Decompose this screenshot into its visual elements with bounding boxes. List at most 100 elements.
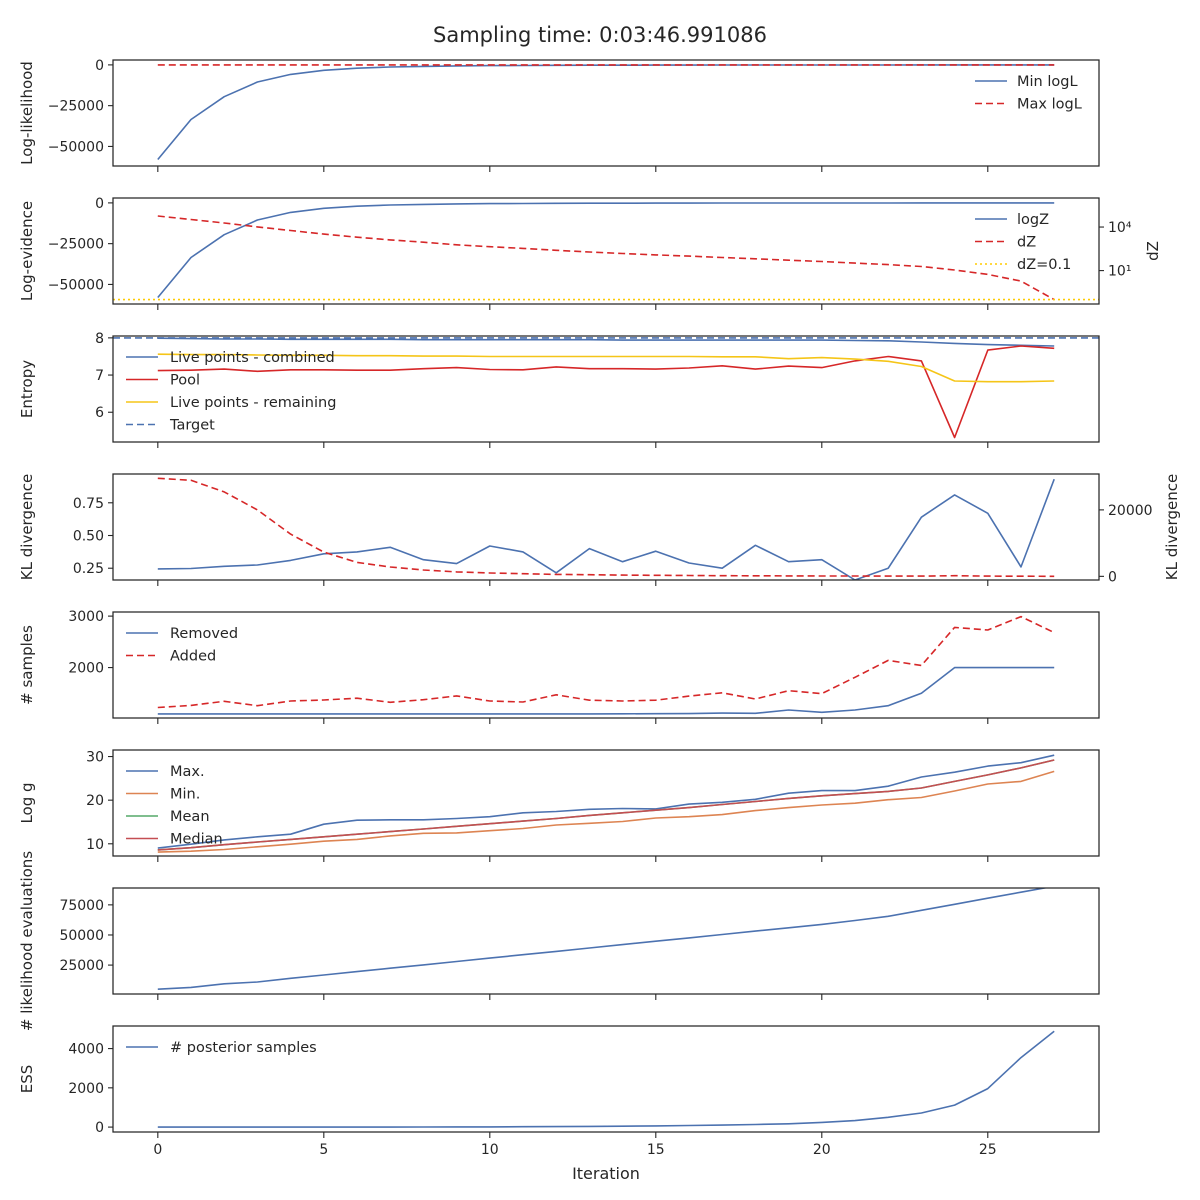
series-group xyxy=(157,615,1055,715)
y2-axis-label: KL divergence xyxy=(1163,474,1181,580)
y-tick-label: 20 xyxy=(86,793,104,809)
legend-label: Median xyxy=(170,832,223,848)
panel-4: 0.25 0.50 0.75 0 20000 KL divergence KL diverg… xyxy=(18,473,1181,586)
x-tick-label: 25 xyxy=(979,1142,997,1158)
series-line-min xyxy=(157,770,1055,853)
plot-frame xyxy=(112,473,1100,581)
series-group xyxy=(157,64,1055,161)
x-tick-label: 15 xyxy=(647,1142,665,1158)
series-line-series-1 xyxy=(157,888,1049,990)
y2-tick-label: 0 xyxy=(1108,569,1117,585)
y-tick-label: 8 xyxy=(95,331,104,347)
legend: Removed Added xyxy=(126,626,238,665)
y-tick-label: 50000 xyxy=(59,928,104,944)
legend-label: dZ xyxy=(1017,235,1036,251)
y-axis-label: ESS xyxy=(18,1065,36,1094)
plot-frame xyxy=(112,611,1100,719)
y-axis-label: # samples xyxy=(18,625,36,705)
x-tick-label: 10 xyxy=(481,1142,499,1158)
legend-label: Removed xyxy=(170,626,238,642)
legend-label: Mean xyxy=(170,809,210,825)
panel-1: 0 −25000 −50000 Log-likelihood Min logL Max l… xyxy=(18,58,1100,172)
legend-label: dZ=0.1 xyxy=(1017,257,1071,273)
legend-label: Added xyxy=(170,649,216,665)
legend-label: Live points - remaining xyxy=(170,395,336,411)
panels: 0 −25000 −50000 Log-likelihood Min logL Max l… xyxy=(18,58,1181,1158)
plot-frame xyxy=(112,887,1100,995)
series-line-median xyxy=(157,759,1055,851)
y-tick-label: 4000 xyxy=(68,1042,104,1058)
y2-tick-label: 20000 xyxy=(1108,503,1153,519)
y-tick-label: −50000 xyxy=(48,139,104,155)
y-axis-label: Log g xyxy=(18,782,36,823)
y-tick-label: −50000 xyxy=(48,277,104,293)
y-tick-label: 30 xyxy=(86,750,104,766)
x-tick-label: 5 xyxy=(319,1142,328,1158)
panel-6: 10 20 30 Log g Max. Min. Mean Median xyxy=(18,749,1100,862)
legend-label: Max. xyxy=(170,764,205,780)
panel-7: 25000 50000 75000 # likelihood evaluations xyxy=(18,851,1100,1031)
x-axis-label: Iteration xyxy=(572,1164,640,1183)
series-line-dz xyxy=(157,215,1055,301)
y-axis-label: KL divergence xyxy=(18,474,36,580)
series-line-posterior-samples xyxy=(157,1030,1055,1128)
legend-label: logZ xyxy=(1017,212,1049,228)
y-tick-label: 0.75 xyxy=(73,496,104,512)
series-line-logz xyxy=(157,202,1055,299)
y-tick-label: 3000 xyxy=(68,609,104,625)
y-tick-label: 0 xyxy=(95,196,104,212)
y2-tick-label: 10¹ xyxy=(1108,264,1131,280)
legend: # posterior samples xyxy=(126,1040,317,1056)
series-line-min-logl xyxy=(157,64,1055,161)
series-line-max xyxy=(157,754,1055,849)
y-tick-label: 0 xyxy=(95,58,104,74)
y-tick-label: 2000 xyxy=(68,1081,104,1097)
legend-label: Target xyxy=(169,418,215,434)
y-tick-label: −25000 xyxy=(48,237,104,253)
series-group xyxy=(157,477,1055,580)
y-tick-label: 7 xyxy=(95,368,104,384)
plot-frame xyxy=(112,59,1100,167)
y-tick-label: 25000 xyxy=(59,958,104,974)
y-tick-label: 75000 xyxy=(59,898,104,914)
y-tick-label: 0.25 xyxy=(73,561,104,577)
plot-frame xyxy=(112,1025,1100,1133)
panel-8: 0 2000 4000 0 5 10 15 20 25 ESS # posterior sample… xyxy=(18,1025,1100,1158)
y-axis-label: Log-likelihood xyxy=(18,61,36,165)
series-line-pool xyxy=(157,345,1055,439)
series-group xyxy=(113,202,1099,301)
x-tick-label: 20 xyxy=(813,1142,831,1158)
series-line-series-2 xyxy=(157,477,1055,578)
legend-label: Live points - combined xyxy=(170,350,335,366)
y2-tick-label: 10⁴ xyxy=(1108,220,1132,236)
panel-5: 2000 3000 # samples Removed Added xyxy=(18,609,1100,724)
y2-axis-label: dZ xyxy=(1144,241,1162,261)
y-tick-label: 10 xyxy=(86,837,104,853)
plot-frame xyxy=(112,197,1100,305)
legend: logZ dZ dZ=0.1 xyxy=(975,212,1071,273)
series-line-added xyxy=(157,615,1055,709)
series-line-live-points-remaining xyxy=(157,353,1055,383)
legend-label: Pool xyxy=(170,373,200,389)
legend: Max. Min. Mean Median xyxy=(126,764,223,848)
figure-title: Sampling time: 0:03:46.991086 xyxy=(433,23,767,47)
series-group xyxy=(157,754,1055,853)
plot-frame xyxy=(112,749,1100,857)
series-group xyxy=(157,1030,1055,1128)
panel-2: 0 −25000 −50000 10¹ 10⁴ Log-evidence dZ logZ dZ d… xyxy=(18,196,1162,310)
y-tick-label: 0.50 xyxy=(73,529,104,545)
y-tick-label: 2000 xyxy=(68,661,104,677)
legend-label: Min. xyxy=(170,787,200,803)
series-group xyxy=(113,337,1099,439)
series-line-removed xyxy=(157,666,1055,715)
series-line-live-points-combined xyxy=(157,337,1055,347)
y-axis-label: Log-evidence xyxy=(18,201,36,301)
legend-label: Min logL xyxy=(1017,74,1078,90)
legend: Live points - combined Pool Live points - … xyxy=(126,350,336,434)
y-tick-label: 0 xyxy=(95,1120,104,1136)
x-tick-label: 0 xyxy=(153,1142,162,1158)
y-axis-label: # likelihood evaluations xyxy=(18,851,36,1031)
